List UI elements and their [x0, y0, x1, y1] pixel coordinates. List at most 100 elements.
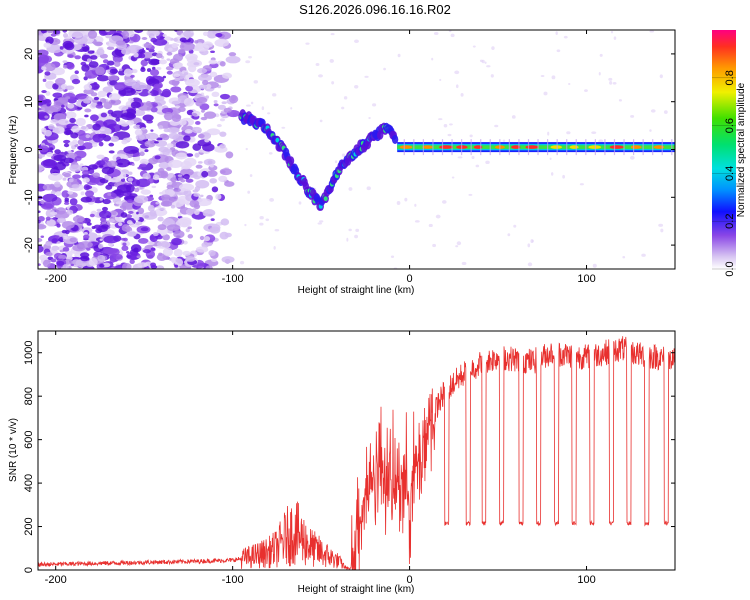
noise-speckle	[142, 212, 158, 220]
noise-speckle	[346, 237, 349, 242]
noise-speckle	[146, 68, 152, 73]
noise-speckle	[390, 255, 395, 259]
noise-speckle	[144, 149, 149, 153]
noise-speckle	[66, 152, 78, 159]
noise-speckle	[156, 241, 163, 247]
noise-speckle	[318, 74, 323, 78]
noise-speckle	[41, 90, 47, 94]
noise-speckle	[38, 57, 46, 67]
noise-speckle	[126, 199, 134, 204]
noise-speckle	[38, 95, 44, 102]
noise-speckle	[60, 151, 65, 156]
noise-speckle	[180, 179, 186, 183]
noise-speckle	[213, 99, 218, 104]
noise-speckle	[180, 160, 193, 170]
noise-speckle	[142, 249, 152, 254]
colorbar: 0.0 0.2 0.4 0.6 0.8 Normalized spectral ampl…	[712, 30, 747, 277]
noise-speckle	[202, 209, 216, 217]
noise-speckle	[166, 143, 174, 148]
noise-speckle	[93, 252, 99, 258]
noise-speckle	[592, 263, 597, 268]
noise-speckle	[245, 60, 251, 64]
noise-speckle	[84, 114, 89, 118]
noise-speckle	[249, 174, 253, 178]
noise-speckle	[121, 48, 132, 55]
noise-speckle	[53, 113, 66, 121]
noise-speckle	[163, 217, 174, 226]
noise-speckle	[622, 256, 626, 259]
noise-speckle	[76, 93, 87, 100]
noise-speckle	[211, 186, 219, 193]
noise-speckle	[170, 127, 180, 133]
snr-panel: -200 -100 0 100 0 200 400 600 800 1000 Height of…	[8, 330, 676, 595]
noise-speckle	[126, 251, 141, 261]
noise-speckle	[199, 235, 205, 241]
noise-speckle	[120, 154, 125, 159]
noise-speckle	[208, 59, 218, 65]
noise-speckle	[74, 70, 79, 75]
noise-speckle	[127, 171, 133, 176]
noise-speckle	[38, 145, 49, 153]
x-tick-label: 0	[407, 574, 413, 586]
noise-speckle	[207, 242, 213, 247]
colorbar-tick-label: 0.0	[724, 261, 736, 276]
noise-speckle	[435, 214, 441, 219]
noise-speckle	[187, 226, 193, 230]
noise-speckle	[192, 126, 202, 134]
noise-speckle	[209, 178, 218, 184]
noise-speckle	[202, 79, 209, 86]
y-tick-label: 600	[23, 430, 35, 448]
noise-speckle	[54, 149, 61, 154]
noise-speckle	[203, 236, 211, 242]
noise-speckle	[45, 91, 51, 96]
noise-speckle	[62, 264, 69, 269]
noise-speckle	[222, 72, 233, 79]
noise-speckle	[259, 222, 264, 226]
noise-speckle	[120, 30, 130, 39]
noise-speckle	[456, 241, 462, 246]
noise-speckle	[441, 200, 447, 204]
noise-speckle	[108, 150, 115, 154]
noise-speckle	[175, 152, 188, 160]
x-tick-label: -200	[45, 574, 67, 586]
noise-speckle	[485, 160, 490, 165]
noise-speckle	[543, 91, 548, 96]
noise-speckle	[131, 163, 135, 167]
noise-speckle	[88, 164, 98, 170]
noise-speckle	[197, 133, 205, 139]
noise-speckle	[45, 241, 53, 246]
noise-speckle	[108, 93, 121, 101]
noise-speckle	[140, 189, 151, 195]
noise-speckle	[131, 68, 138, 73]
noise-speckle	[61, 190, 70, 198]
noise-speckle	[75, 117, 86, 127]
noise-speckle	[133, 52, 139, 58]
noise-speckle	[331, 81, 335, 85]
noise-speckle	[150, 247, 156, 252]
noise-speckle	[348, 228, 352, 232]
noise-speckle	[65, 111, 77, 119]
noise-speckle	[156, 137, 163, 141]
noise-speckle	[162, 255, 170, 261]
snr-x-ticks: -200 -100 0 100	[45, 331, 596, 586]
noise-speckle	[62, 235, 68, 240]
noise-speckle	[144, 140, 156, 148]
noise-speckle	[157, 168, 165, 174]
noise-speckle	[95, 104, 104, 109]
noise-speckle	[439, 78, 442, 82]
noise-speckle	[171, 100, 180, 105]
noise-speckle	[118, 68, 123, 72]
noise-speckle	[91, 143, 98, 148]
noise-speckle	[46, 103, 51, 107]
noise-speckle	[195, 246, 209, 253]
noise-speckle	[72, 244, 86, 252]
noise-speckle	[102, 86, 114, 93]
noise-speckle	[457, 156, 463, 159]
noise-speckle	[102, 135, 112, 142]
noise-speckle	[549, 157, 552, 160]
noise-speckle	[173, 37, 178, 42]
noise-speckle	[158, 125, 164, 130]
noise-speckle	[152, 231, 159, 237]
noise-speckle	[109, 68, 119, 74]
